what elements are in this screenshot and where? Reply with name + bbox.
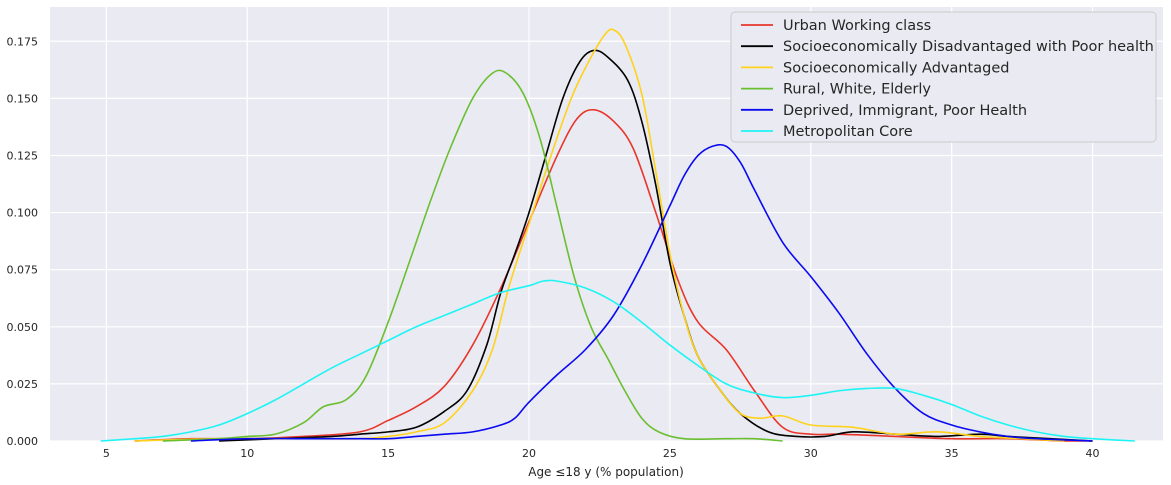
legend: Urban Working class Socioeconomically Dis… bbox=[730, 11, 1157, 143]
y-tick-label: 0.075 bbox=[7, 264, 39, 277]
series-line-socioeconomically-advantaged bbox=[134, 28, 1065, 442]
y-tick-label: 0.100 bbox=[7, 207, 39, 220]
x-tick-label: 25 bbox=[663, 447, 677, 460]
y-tick-label: 0.050 bbox=[7, 321, 39, 334]
x-tick-label: 30 bbox=[804, 447, 818, 460]
legend-frame bbox=[730, 11, 1157, 143]
y-tick-label: 0.025 bbox=[7, 378, 39, 391]
y-axis-ticks: 0.000 0.025 0.050 0.075 0.100 0.125 0.150 0.175 bbox=[7, 35, 39, 448]
legend-label: Socioeconomically Disadvantaged with Poo… bbox=[783, 39, 1154, 55]
legend-label: Urban Working class bbox=[783, 18, 931, 34]
x-tick-label: 10 bbox=[240, 447, 254, 460]
x-axis-label: Age ≤18 y (% population) bbox=[528, 465, 684, 479]
legend-label: Deprived, Immigrant, Poor Health bbox=[783, 103, 1027, 119]
legend-label: Rural, White, Elderly bbox=[783, 82, 931, 98]
series-line-urban-working-class bbox=[134, 108, 1093, 442]
series-line-rural-white-elderly bbox=[162, 69, 783, 442]
y-tick-label: 0.000 bbox=[7, 435, 39, 448]
x-tick-label: 40 bbox=[1086, 447, 1100, 460]
x-axis-ticks: 5 10 15 20 25 30 35 40 bbox=[103, 447, 1100, 460]
x-tick-label: 35 bbox=[945, 447, 959, 460]
y-tick-label: 0.175 bbox=[7, 35, 39, 48]
legend-label: Metropolitan Core bbox=[783, 124, 913, 140]
series-line-deprived-immigrant-poor-health bbox=[190, 143, 1093, 442]
y-tick-label: 0.150 bbox=[7, 92, 39, 105]
x-tick-label: 15 bbox=[381, 447, 395, 460]
series-line-socioeconomically-disadvantaged-with-poor-health bbox=[219, 49, 1093, 442]
legend-label: Socioeconomically Advantaged bbox=[783, 60, 1009, 76]
series-layer bbox=[100, 28, 1135, 442]
series-line-metropolitan-core bbox=[100, 279, 1135, 442]
x-tick-label: 20 bbox=[522, 447, 536, 460]
x-tick-label: 5 bbox=[103, 447, 110, 460]
y-tick-label: 0.125 bbox=[7, 149, 39, 162]
